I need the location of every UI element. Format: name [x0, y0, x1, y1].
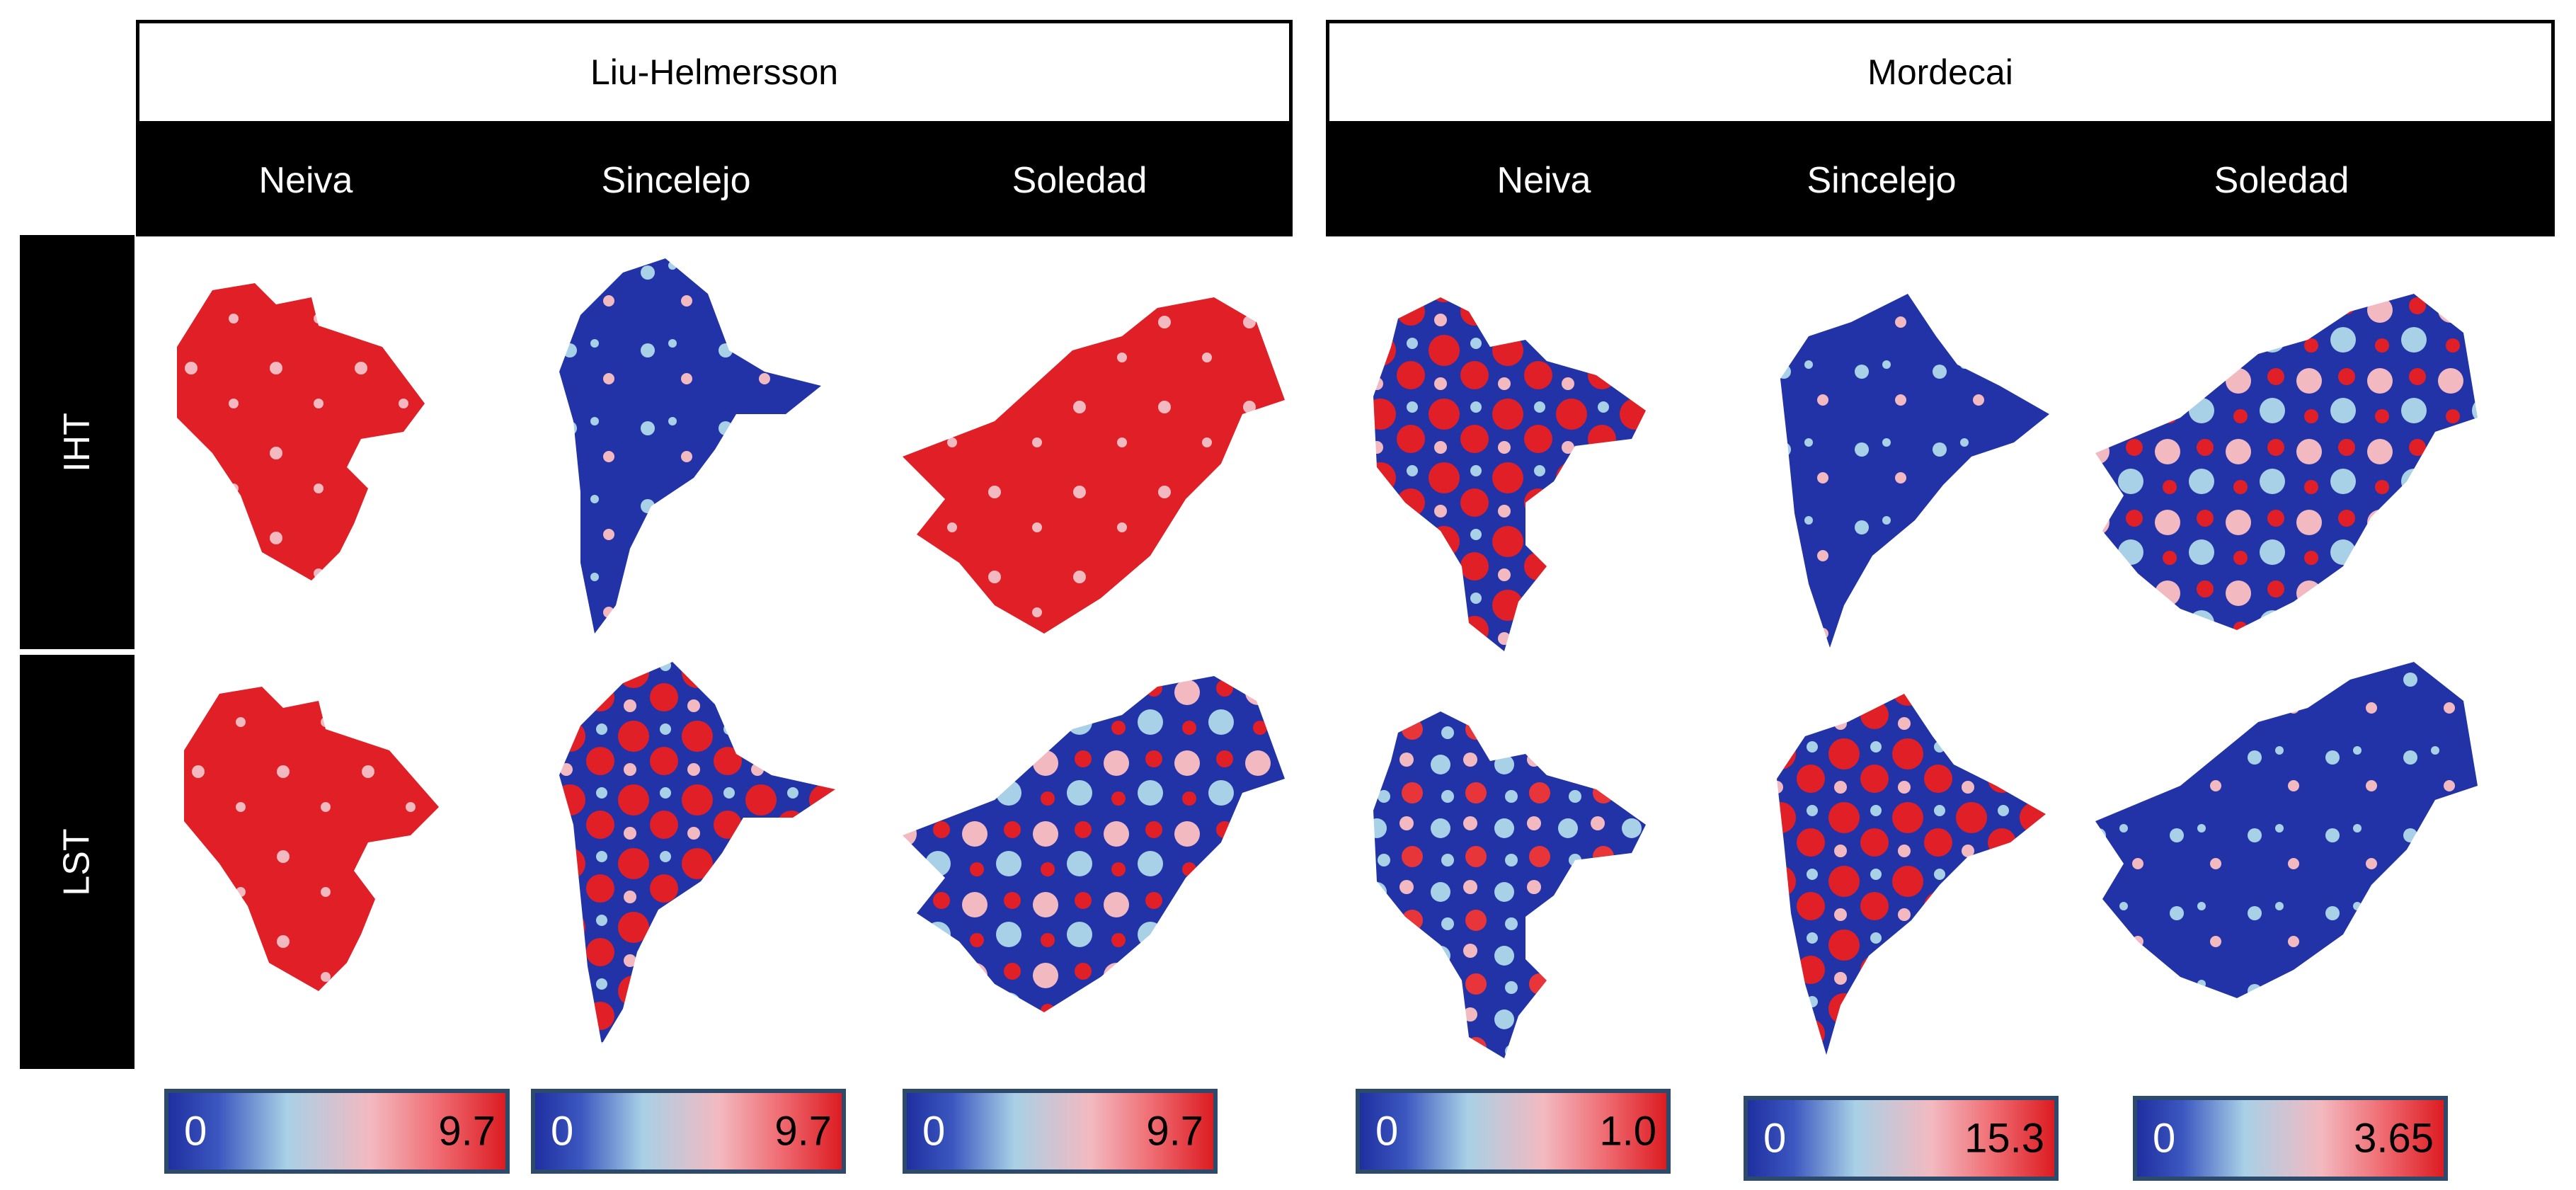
map-lst-liu-neiva: [184, 687, 439, 991]
map-lst-liu-sincelejo: [559, 662, 835, 1044]
scale-min: 0: [1763, 1115, 1787, 1162]
color-scale-mordecai-neiva: 0 1.0: [1356, 1089, 1671, 1174]
map-iht-mordecai-sincelejo: [1780, 294, 2049, 648]
scale-max: 9.7: [774, 1108, 832, 1155]
color-scale-liu-soledad: 0 9.7: [903, 1089, 1218, 1174]
city-header-bar-right: [1326, 125, 2555, 236]
map-lst-mordecai-neiva: [1373, 711, 1646, 1058]
map-iht-liu-neiva: [177, 283, 425, 580]
map-iht-mordecai-soledad: [2095, 294, 2478, 630]
city-label-sincelejo: Sincelejo: [601, 160, 751, 201]
scale-max: 9.7: [1146, 1108, 1203, 1155]
map-iht-mordecai-neiva: [1373, 297, 1646, 651]
row-header-bar-lst: [20, 655, 134, 1069]
scale-max: 9.7: [438, 1108, 496, 1155]
map-lst-liu-soledad: [903, 676, 1285, 1012]
scale-min: 0: [922, 1108, 946, 1155]
color-scale-mordecai-sincelejo: 0 15.3: [1744, 1096, 2059, 1181]
map-iht-liu-soledad: [903, 297, 1285, 634]
color-scale-mordecai-soledad: 0 3.65: [2133, 1096, 2448, 1181]
city-label-soledad: Soledad: [1012, 160, 1147, 201]
city-label-sincelejo: Sincelejo: [1807, 160, 1957, 201]
model-header-mordecai: Mordecai: [1326, 20, 2555, 125]
scale-min: 0: [551, 1108, 574, 1155]
city-label-neiva: Neiva: [258, 160, 353, 201]
city-header-bar-left: [136, 125, 1293, 236]
scale-max: 15.3: [1964, 1115, 2044, 1162]
scale-min: 0: [2153, 1115, 2176, 1162]
row-label-iht: IHT: [56, 412, 98, 472]
scale-max: 1.0: [1599, 1108, 1656, 1155]
color-scale-liu-neiva: 0 9.7: [164, 1089, 510, 1174]
scale-min: 0: [184, 1108, 207, 1155]
model-label: Mordecai: [1867, 52, 2013, 92]
scale-max: 3.65: [2354, 1115, 2434, 1162]
row-header-bar-iht: [20, 235, 134, 649]
scale-min: 0: [1375, 1108, 1399, 1155]
color-scale-liu-sincelejo: 0 9.7: [531, 1089, 846, 1174]
map-lst-mordecai-sincelejo: [1777, 694, 2046, 1055]
map-iht-liu-sincelejo: [559, 258, 821, 634]
model-label: Liu-Helmersson: [590, 52, 839, 92]
model-header-liu-helmersson: Liu-Helmersson: [136, 20, 1293, 125]
city-label-soledad: Soledad: [2214, 160, 2349, 201]
map-lst-mordecai-soledad: [2095, 662, 2478, 998]
city-label-neiva: Neiva: [1496, 160, 1591, 201]
row-label-lst: LST: [57, 828, 98, 896]
